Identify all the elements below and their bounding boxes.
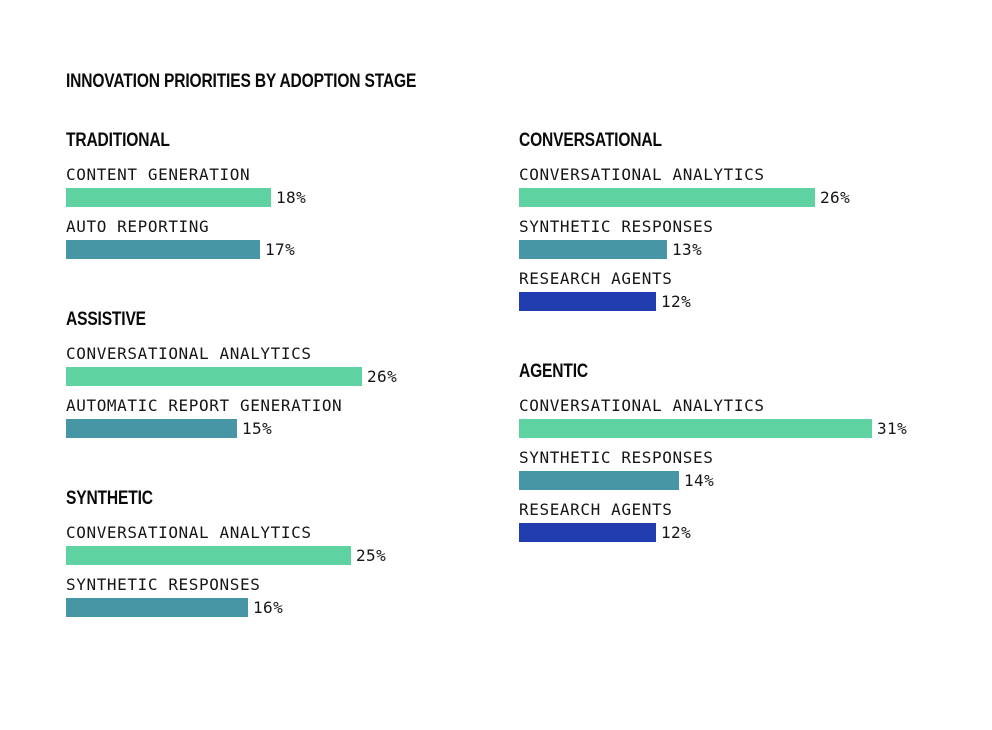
- bar-item: CONVERSATIONAL ANALYTICS 26%: [66, 344, 519, 386]
- bar-item: SYNTHETIC RESPONSES 16%: [66, 575, 519, 617]
- group-traditional: TRADITIONAL CONTENT GENERATION 18% AUTO …: [66, 130, 519, 259]
- bar-label: CONVERSATIONAL ANALYTICS: [519, 396, 765, 415]
- bar: [519, 419, 872, 438]
- chart-columns: TRADITIONAL CONTENT GENERATION 18% AUTO …: [66, 130, 992, 669]
- bar: [66, 546, 351, 565]
- bar-item: SYNTHETIC RESPONSES 13%: [519, 217, 907, 259]
- bar-label: CONTENT GENERATION: [66, 165, 251, 184]
- bar: [519, 471, 679, 490]
- bar-value: 18%: [276, 187, 307, 207]
- group-title: ASSISTIVE: [66, 309, 146, 330]
- bar-value: 12%: [661, 522, 692, 542]
- bar: [66, 598, 248, 617]
- bar-value: 25%: [356, 545, 387, 565]
- bar-value: 13%: [672, 239, 703, 259]
- bar: [519, 240, 667, 259]
- bar-value: 26%: [820, 187, 851, 207]
- group-conversational: CONVERSATIONAL CONVERSATIONAL ANALYTICS …: [519, 130, 907, 311]
- bar-value: 26%: [367, 366, 398, 386]
- bar-label: SYNTHETIC RESPONSES: [519, 217, 714, 236]
- bar-item: RESEARCH AGENTS 12%: [519, 269, 907, 311]
- group-title: CONVERSATIONAL: [519, 130, 662, 151]
- bar-value: 12%: [661, 291, 692, 311]
- bar-value: 16%: [253, 597, 284, 617]
- bar-item: AUTO REPORTING 17%: [66, 217, 519, 259]
- bar-item: SYNTHETIC RESPONSES 14%: [519, 448, 907, 490]
- bar-label: CONVERSATIONAL ANALYTICS: [66, 344, 312, 363]
- left-column: TRADITIONAL CONTENT GENERATION 18% AUTO …: [66, 130, 519, 669]
- bar: [519, 188, 815, 207]
- bar-item: RESEARCH AGENTS 12%: [519, 500, 907, 542]
- bar-label: RESEARCH AGENTS: [519, 269, 673, 288]
- bar-label: SYNTHETIC RESPONSES: [66, 575, 261, 594]
- bar-item: CONTENT GENERATION 18%: [66, 165, 519, 207]
- group-agentic: AGENTIC CONVERSATIONAL ANALYTICS 31% SYN…: [519, 361, 908, 542]
- bar-value: 31%: [877, 418, 908, 438]
- bar-label: CONVERSATIONAL ANALYTICS: [519, 165, 765, 184]
- group-title: SYNTHETIC: [66, 488, 153, 509]
- chart-title: INNOVATION PRIORITIES BY ADOPTION STAGE: [66, 71, 417, 92]
- group-assistive: ASSISTIVE CONVERSATIONAL ANALYTICS 26% A…: [66, 309, 519, 438]
- bar: [66, 367, 362, 386]
- bar-item: CONVERSATIONAL ANALYTICS 25%: [66, 523, 519, 565]
- bar-item: CONVERSATIONAL ANALYTICS 26%: [519, 165, 907, 207]
- bar-value: 15%: [242, 418, 273, 438]
- group-title: AGENTIC: [519, 361, 588, 382]
- bar-label: SYNTHETIC RESPONSES: [519, 448, 714, 467]
- bar-item: AUTOMATIC REPORT GENERATION 15%: [66, 396, 519, 438]
- bar-value: 14%: [684, 470, 715, 490]
- right-column: CONVERSATIONAL CONVERSATIONAL ANALYTICS …: [519, 130, 908, 594]
- bar-label: CONVERSATIONAL ANALYTICS: [66, 523, 312, 542]
- bar: [66, 419, 237, 438]
- bar: [519, 523, 656, 542]
- bar-label: AUTO REPORTING: [66, 217, 210, 236]
- bar: [66, 240, 260, 259]
- group-synthetic: SYNTHETIC CONVERSATIONAL ANALYTICS 25% S…: [66, 488, 519, 617]
- bar-label: RESEARCH AGENTS: [519, 500, 673, 519]
- group-title: TRADITIONAL: [66, 130, 170, 151]
- bar-label: AUTOMATIC REPORT GENERATION: [66, 396, 343, 415]
- bar: [519, 292, 656, 311]
- bar-value: 17%: [265, 239, 296, 259]
- bar-item: CONVERSATIONAL ANALYTICS 31%: [519, 396, 908, 438]
- bar: [66, 188, 271, 207]
